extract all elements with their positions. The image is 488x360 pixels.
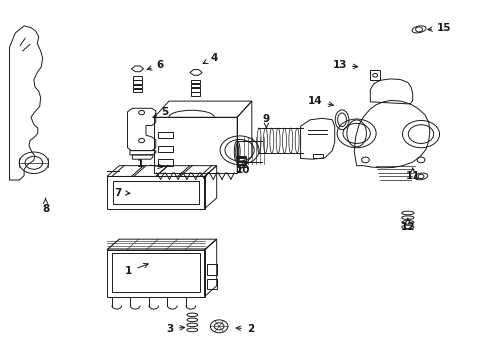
Text: 15: 15 [427, 23, 451, 33]
Bar [133, 89, 142, 93]
Text: 7: 7 [114, 188, 130, 198]
Bar [369, 70, 379, 80]
Bar [191, 84, 200, 87]
Text: 9: 9 [263, 114, 269, 128]
Text: 5: 5 [153, 107, 168, 118]
Text: 11: 11 [405, 168, 419, 181]
Text: 6: 6 [147, 60, 163, 70]
Bar [133, 85, 142, 88]
Text: 10: 10 [236, 161, 250, 175]
Bar [113, 181, 198, 204]
Bar [107, 176, 204, 209]
Bar [133, 80, 142, 84]
Bar [154, 117, 237, 173]
Text: 13: 13 [332, 60, 357, 70]
Bar [112, 253, 199, 292]
Text: 4: 4 [203, 53, 217, 63]
Bar [158, 132, 172, 138]
Text: 1: 1 [125, 264, 148, 276]
Bar [107, 250, 204, 297]
Bar [191, 93, 200, 96]
Bar [237, 162, 246, 164]
Bar [237, 165, 246, 167]
Bar [191, 88, 200, 92]
Text: 2: 2 [236, 324, 254, 334]
Text: 3: 3 [166, 324, 184, 334]
Text: 8: 8 [42, 198, 49, 214]
Bar [158, 159, 172, 166]
Text: 14: 14 [307, 96, 333, 107]
Bar [237, 158, 246, 161]
Text: 1: 1 [137, 159, 163, 169]
Bar [191, 80, 200, 83]
Text: 12: 12 [400, 219, 414, 231]
Bar [133, 76, 142, 80]
Bar [158, 145, 172, 152]
